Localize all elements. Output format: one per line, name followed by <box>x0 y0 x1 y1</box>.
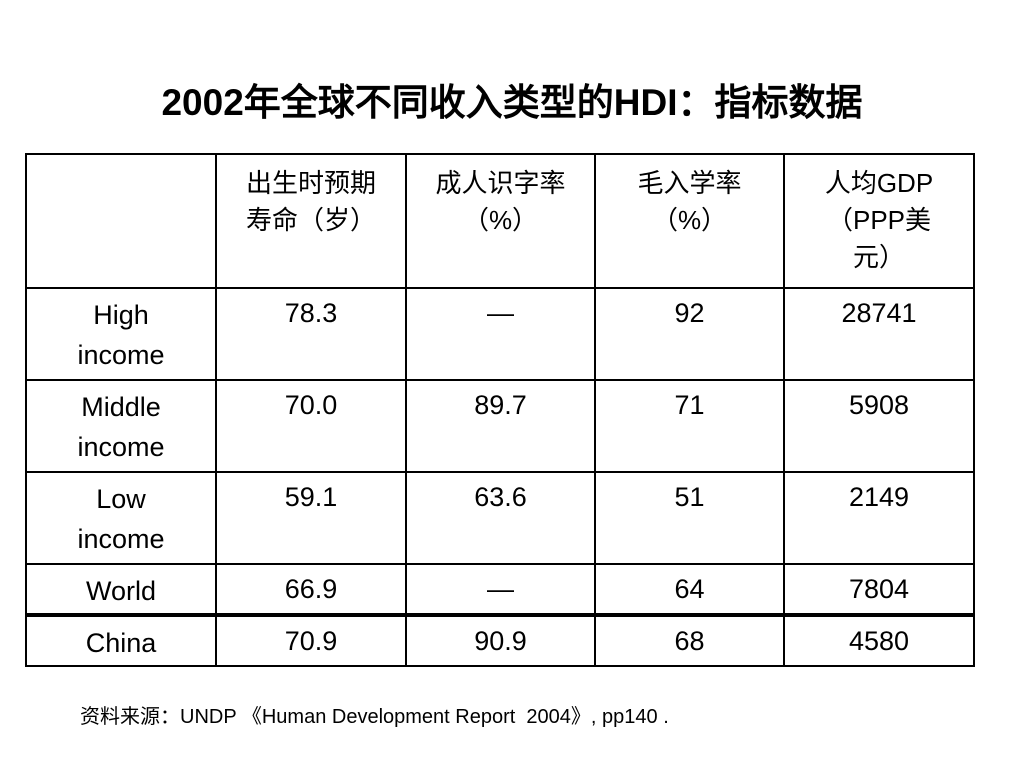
corner-cell <box>25 153 217 289</box>
table-row: Middle income 70.0 89.7 71 5908 <box>25 379 975 473</box>
table-row: China 70.9 90.9 68 4580 <box>25 613 975 667</box>
table-cell: 70.0 <box>215 379 407 473</box>
table-cell: 90.9 <box>405 613 596 667</box>
table-cell: 68 <box>594 613 785 667</box>
table-cell: 66.9 <box>215 563 407 616</box>
table-cell: 2149 <box>783 471 975 565</box>
table-cell: — <box>405 287 596 381</box>
table-row: Low income 59.1 63.6 51 2149 <box>25 471 975 565</box>
column-header: 人均GDP（PPP美元） <box>783 153 975 289</box>
table-cell: 92 <box>594 287 785 381</box>
table-cell: 4580 <box>783 613 975 667</box>
table-cell: — <box>405 563 596 616</box>
column-header: 出生时预期寿命（岁） <box>215 153 407 289</box>
row-label: Low income <box>25 471 217 565</box>
table-cell: 89.7 <box>405 379 596 473</box>
table-cell: 7804 <box>783 563 975 616</box>
table-cell: 70.9 <box>215 613 407 667</box>
column-header: 毛入学率（%） <box>594 153 785 289</box>
data-table: 出生时预期寿命（岁） 成人识字率（%） 毛入学率（%） 人均GDP（PPP美元） Hig… <box>25 153 975 667</box>
table-cell: 63.6 <box>405 471 596 565</box>
table-cell: 59.1 <box>215 471 407 565</box>
table-row: World 66.9—64 7804 <box>25 563 975 616</box>
table-cell: 78.3 <box>215 287 407 381</box>
table-cell: 5908 <box>783 379 975 473</box>
row-label: World <box>25 563 217 616</box>
table-cell: 71 <box>594 379 785 473</box>
row-label: Middle income <box>25 379 217 473</box>
source-note: 资料来源：UNDP 《Human Development Report 2004… <box>80 706 669 728</box>
slide-title: 2002年全球不同收入类型的HDI：指标数据 <box>161 82 863 123</box>
table-body: 出生时预期寿命（岁） 成人识字率（%） 毛入学率（%） 人均GDP（PPP美元） Hig… <box>25 153 975 667</box>
header-row: 出生时预期寿命（岁） 成人识字率（%） 毛入学率（%） 人均GDP（PPP美元） <box>25 153 975 289</box>
row-label: China <box>25 613 217 667</box>
row-label: High income <box>25 287 217 381</box>
table-cell: 51 <box>594 471 785 565</box>
table-cell: 64 <box>594 563 785 616</box>
table-row: High income 78.3—92 28741 <box>25 287 975 381</box>
table-cell: 28741 <box>783 287 975 381</box>
column-header: 成人识字率（%） <box>405 153 596 289</box>
